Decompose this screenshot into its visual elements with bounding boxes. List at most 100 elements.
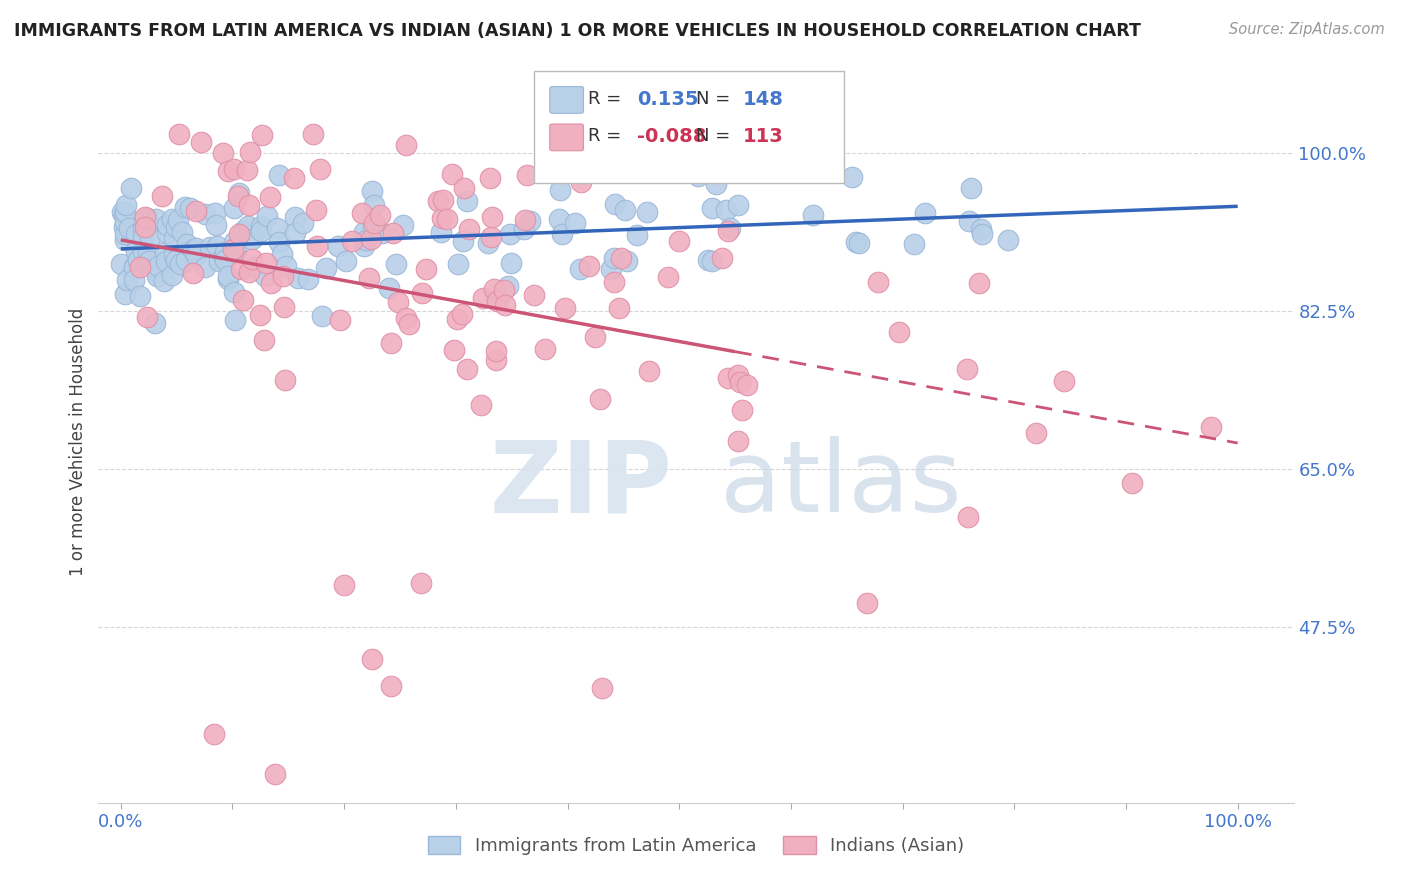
Point <box>117 273 139 287</box>
Point <box>353 238 375 252</box>
Point <box>156 226 179 240</box>
Point <box>513 212 536 227</box>
Point <box>202 727 225 741</box>
Point <box>456 362 478 376</box>
Point <box>440 167 463 181</box>
Point <box>394 138 416 153</box>
Point <box>110 257 132 271</box>
Point <box>588 392 610 406</box>
Point <box>208 254 231 268</box>
Point <box>326 239 349 253</box>
Point <box>114 287 136 301</box>
Point <box>228 227 250 242</box>
Point <box>240 252 263 266</box>
Point <box>350 206 373 220</box>
Point <box>481 211 503 225</box>
Point <box>135 256 157 270</box>
Point <box>228 186 250 200</box>
Point <box>603 251 626 265</box>
Point <box>359 271 381 285</box>
Point <box>176 252 198 267</box>
Point <box>429 225 451 239</box>
Point <box>700 202 723 216</box>
Point <box>179 201 201 215</box>
Point <box>453 235 475 249</box>
Point <box>232 293 254 308</box>
Point <box>382 226 405 240</box>
Point <box>523 288 546 302</box>
Point <box>114 233 136 247</box>
Point <box>436 212 458 227</box>
Text: R =: R = <box>588 128 621 145</box>
Point <box>603 275 626 289</box>
Point <box>153 274 176 288</box>
Point <box>583 330 606 344</box>
Point <box>727 434 749 448</box>
Point <box>150 189 173 203</box>
Point <box>534 342 557 356</box>
Point <box>190 135 212 149</box>
Text: -0.088: -0.088 <box>637 127 706 146</box>
Point <box>238 198 260 212</box>
Point <box>132 229 155 244</box>
Point <box>297 272 319 286</box>
Point <box>704 178 727 192</box>
Point <box>848 235 870 250</box>
Point <box>222 162 245 177</box>
Point <box>332 578 354 592</box>
Point <box>591 681 613 695</box>
Point <box>284 211 307 225</box>
Point <box>499 256 522 270</box>
Point <box>427 194 450 209</box>
Point <box>443 343 465 357</box>
Point <box>395 310 418 325</box>
Point <box>155 254 177 268</box>
Point <box>127 252 149 267</box>
Point <box>217 164 239 178</box>
Point <box>363 198 385 212</box>
Text: N =: N = <box>696 128 730 145</box>
Point <box>165 220 187 235</box>
Point <box>711 252 734 266</box>
Point <box>956 510 979 524</box>
Point <box>212 145 235 160</box>
Point <box>548 211 571 226</box>
Point <box>136 310 159 325</box>
Point <box>118 221 141 235</box>
Point <box>967 277 990 291</box>
Point <box>259 189 281 203</box>
Point <box>250 219 273 234</box>
Point <box>841 170 863 185</box>
Point <box>356 233 378 247</box>
Point <box>411 285 433 300</box>
Point <box>112 207 135 221</box>
Point <box>485 294 508 309</box>
Point <box>138 253 160 268</box>
Point <box>309 162 332 177</box>
Point <box>304 202 326 217</box>
Point <box>232 224 254 238</box>
Point <box>131 244 153 259</box>
Point <box>801 208 824 222</box>
Point <box>250 224 273 238</box>
Point <box>122 260 145 274</box>
Point <box>957 213 980 227</box>
Point <box>256 256 278 270</box>
Point <box>259 276 281 290</box>
Point <box>129 289 152 303</box>
Point <box>599 261 621 276</box>
Point <box>114 205 136 219</box>
Point <box>254 268 277 283</box>
Point <box>153 245 176 260</box>
Point <box>287 271 309 285</box>
Text: 113: 113 <box>742 127 783 146</box>
Point <box>160 211 183 226</box>
Point <box>271 247 294 261</box>
Point <box>914 205 936 219</box>
Point <box>236 219 259 233</box>
Point <box>569 175 592 189</box>
Point <box>124 260 146 274</box>
Point <box>111 204 134 219</box>
Point <box>686 169 709 183</box>
Point <box>212 251 235 265</box>
